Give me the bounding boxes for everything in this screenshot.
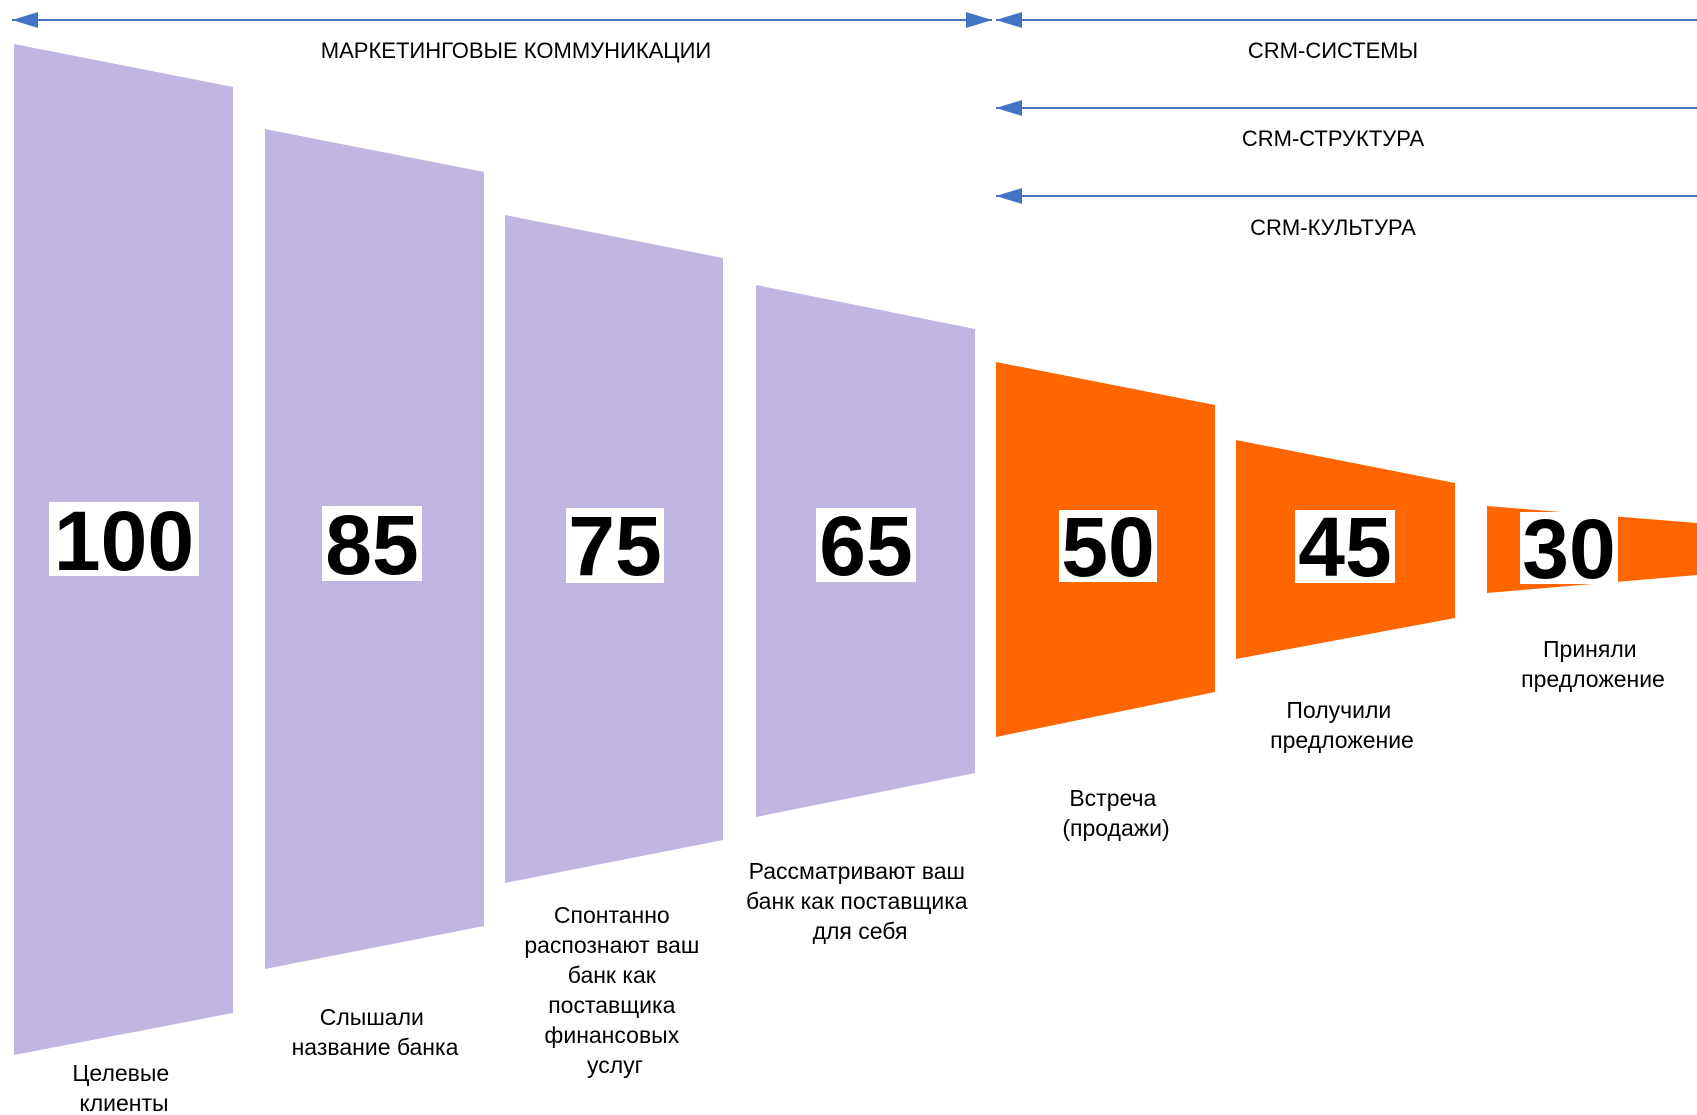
funnel-stage: 75 Спонтанно распознают ваш банк как пос… [505, 215, 723, 1078]
stage-label: Целевые клиенты [72, 1060, 175, 1115]
funnel-stage: 30 Приняли предложение [1487, 502, 1697, 692]
stage-value: 45 [1298, 500, 1391, 594]
crm-culture-header: CRM-КУЛЬТУРА [1250, 215, 1416, 240]
stage-value: 100 [54, 494, 194, 588]
funnel-stage: 50 Встреча (продажи) [996, 362, 1215, 841]
stage-value: 30 [1522, 502, 1615, 596]
stage-value: 85 [325, 498, 418, 592]
stage-label: Получили предложение [1270, 697, 1414, 753]
funnel-stage: 100 Целевые клиенты [14, 44, 233, 1115]
stage-value: 65 [819, 499, 912, 593]
funnel-stage: 85 Слышали название банка [265, 129, 484, 1060]
stage-value: 50 [1061, 500, 1154, 594]
marketing-header: МАРКЕТИНГОВЫЕ КОММУНИКАЦИИ [321, 38, 711, 63]
stage-label: Слышали название банка [292, 1004, 459, 1060]
funnel-stage: 45 Получили предложение [1236, 440, 1455, 753]
stage-label: Встреча (продажи) [1062, 785, 1169, 841]
crm-structure-header: CRM-СТРУКТУРА [1242, 126, 1425, 151]
stage-label: Рассматривают ваш банк как поставщика дл… [746, 858, 974, 944]
stage-value: 75 [568, 499, 661, 593]
stage-label: Приняли предложение [1521, 636, 1665, 692]
funnel-stage: 65 Рассматривают ваш банк как поставщика… [746, 285, 975, 944]
stage-label: Спонтанно распознают ваш банк как постав… [524, 902, 705, 1078]
crm-systems-header: CRM-СИСТЕМЫ [1248, 38, 1418, 63]
